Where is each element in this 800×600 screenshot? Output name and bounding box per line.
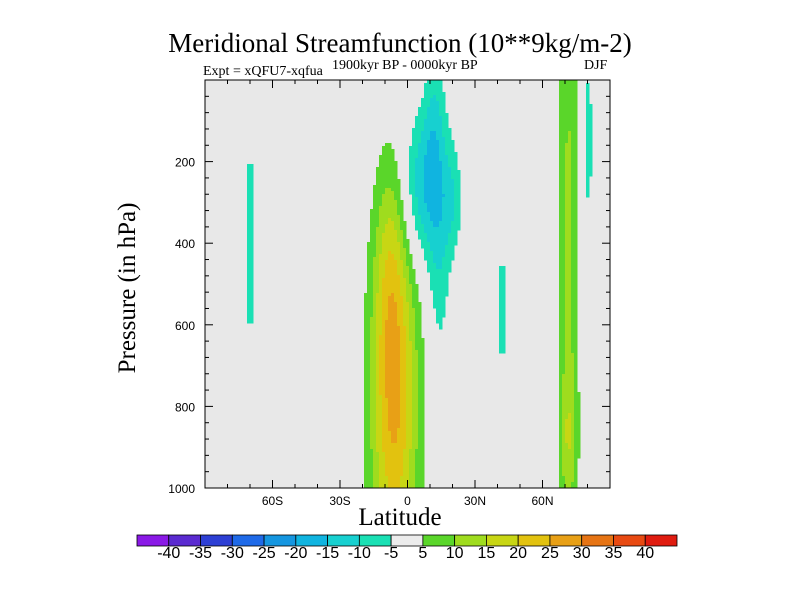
colorbar-label: 35 xyxy=(604,545,623,562)
colorbar-label: 5 xyxy=(418,545,428,562)
colorbar-label: -5 xyxy=(383,545,399,562)
colorbar-label: -35 xyxy=(188,545,213,562)
y-tick-label: 800 xyxy=(175,400,195,414)
y-tick-label: 600 xyxy=(175,319,195,333)
x-tick-label: 60S xyxy=(262,494,283,508)
colorbar-label: 30 xyxy=(572,545,591,562)
colorbar-label: -40 xyxy=(157,545,181,562)
x-tick-label: 0 xyxy=(404,494,411,508)
y-tick-label: 400 xyxy=(175,237,195,251)
colorbar-label: -30 xyxy=(220,545,244,562)
x-axis-label: Latitude xyxy=(358,504,442,531)
colorbar-label: 25 xyxy=(541,545,559,562)
colorbar-label: -15 xyxy=(316,545,340,562)
colorbar-label: 20 xyxy=(509,545,528,562)
colorbar-label: 15 xyxy=(477,545,496,562)
y-tick-label: 1000 xyxy=(168,482,195,496)
colorbar-swatch xyxy=(644,534,678,547)
colorbar-label: -20 xyxy=(284,545,308,562)
colorbar-label: -25 xyxy=(252,545,276,562)
period-label: 1900kyr BP - 0000kyr BP xyxy=(332,58,478,73)
x-tick-label: 30S xyxy=(329,494,350,508)
x-tick-label: 60N xyxy=(531,494,553,508)
colorbar-label: 40 xyxy=(636,545,655,562)
colorbar-label: 10 xyxy=(445,545,464,562)
y-tick-label: 200 xyxy=(175,156,195,170)
season-label: DJF xyxy=(584,58,608,73)
experiment-label: Expt = xQFU7-xqfua xyxy=(203,64,323,79)
chart-title: Meridional Streamfunction (10**9kg/m-2) xyxy=(168,28,632,58)
colorbar-label: -10 xyxy=(347,545,371,562)
x-tick-label: 30N xyxy=(464,494,486,508)
